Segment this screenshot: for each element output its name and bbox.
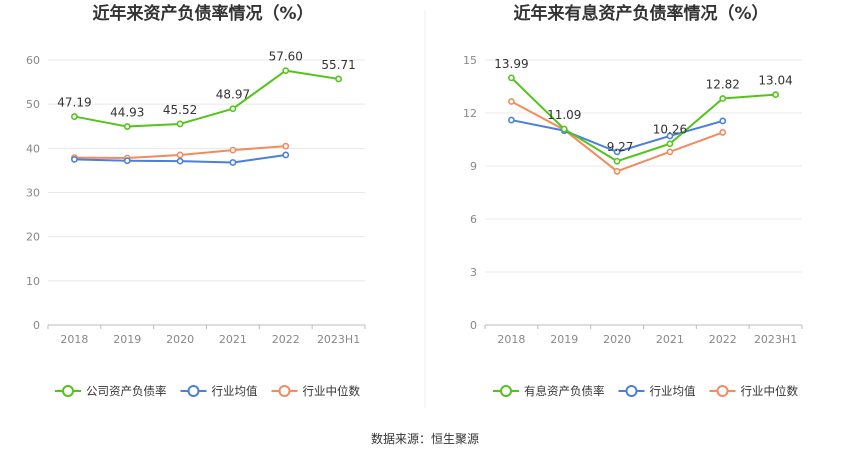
data-point	[719, 117, 727, 125]
data-point	[613, 148, 621, 156]
data-point	[229, 105, 237, 113]
data-point	[508, 116, 515, 124]
legend-label: 行业中位数	[741, 384, 799, 398]
legend-marker	[500, 385, 512, 397]
legend-marker	[187, 385, 200, 397]
interest-bearing-debt-ratio-chart: 近年来有息资产负债率情况（%） 0 3 6 9 12 15 2018 2019 2020 2021…	[463, 3, 803, 398]
y-tick-label: 60	[26, 54, 40, 67]
legend-marker	[62, 385, 74, 397]
data-label: 47.19	[57, 96, 91, 110]
x-tick-label: 2020	[166, 333, 194, 346]
data-point	[282, 142, 290, 150]
data-label: 55.71	[321, 58, 355, 72]
data-point	[176, 151, 184, 159]
data-point	[282, 151, 290, 159]
chart-title: 近年来资产负债率情况（%）	[92, 3, 313, 24]
data-point	[719, 95, 727, 102]
data-point	[229, 159, 237, 166]
data-label: 13.04	[758, 74, 792, 88]
data-point	[719, 129, 727, 136]
legend-label: 行业中位数	[303, 384, 361, 398]
x-tick-label: 2023H1	[754, 333, 797, 346]
data-point	[282, 67, 290, 74]
y-tick-label: 30	[26, 187, 40, 200]
data-point	[508, 98, 515, 105]
x-tick-label: 2018	[497, 333, 525, 346]
x-tick-label: 2019	[550, 333, 578, 346]
data-point	[666, 140, 674, 148]
y-tick-label: 15	[463, 54, 477, 67]
data-point	[176, 120, 184, 128]
debt-ratio-chart: 近年来资产负债率情况（%） 0 10 20 30 40 50 60 2018 2019 2020 2…	[26, 3, 366, 398]
y-tick-label: 12	[463, 107, 477, 120]
data-point	[613, 167, 621, 175]
x-tick-label: 2021	[656, 333, 684, 346]
legend-marker	[278, 385, 291, 397]
data-point	[666, 148, 674, 156]
data-point	[176, 157, 184, 165]
legend-marker	[625, 385, 638, 397]
x-tick-label: 2018	[60, 333, 88, 346]
y-tick-label: 9	[470, 160, 477, 173]
data-point	[613, 157, 621, 165]
data-label: 12.82	[706, 78, 740, 92]
data-label: 48.97	[216, 88, 250, 102]
legend-marker	[716, 385, 729, 397]
data-point	[229, 146, 237, 154]
y-tick-label: 50	[26, 98, 40, 111]
series-line	[74, 69, 339, 128]
x-tick-label: 2019	[113, 333, 141, 346]
data-point	[772, 91, 779, 99]
chart-title: 近年来有息资产负债率情况（%）	[513, 3, 768, 24]
source-note: 数据来源：恒生聚源	[371, 431, 479, 446]
data-label: 45.52	[163, 103, 197, 117]
legend-label: 有息资产负债率	[524, 384, 605, 398]
data-label: 13.99	[494, 57, 528, 71]
x-tick-label: 2022	[709, 333, 737, 346]
x-tick-label: 2022	[272, 333, 300, 346]
legend-label: 行业均值	[212, 384, 258, 398]
legend-label: 公司资产负债率	[86, 384, 167, 398]
y-tick-label: 0	[33, 319, 40, 332]
y-tick-label: 40	[26, 142, 40, 155]
data-point	[71, 113, 78, 120]
data-label: 11.09	[547, 108, 581, 122]
x-tick-label: 2021	[219, 333, 247, 346]
y-tick-label: 3	[470, 266, 477, 279]
data-label: 44.93	[110, 106, 144, 120]
y-tick-label: 10	[26, 275, 40, 288]
data-point	[508, 74, 515, 82]
y-tick-label: 6	[470, 213, 477, 226]
y-tick-label: 20	[26, 231, 40, 244]
legend-label: 行业均值	[650, 384, 696, 398]
data-point	[335, 75, 342, 83]
data-point	[666, 132, 674, 140]
series-line	[510, 77, 776, 163]
y-tick-label: 0	[470, 319, 477, 332]
data-point	[123, 123, 131, 130]
data-point	[560, 125, 568, 133]
data-point	[123, 157, 131, 165]
x-tick-label: 2020	[603, 333, 631, 346]
data-label: 57.60	[269, 50, 303, 64]
data-label: 10.26	[653, 123, 687, 137]
data-label: 9.27	[607, 140, 634, 154]
data-point	[71, 155, 78, 163]
x-tick-label: 2023H1	[317, 333, 360, 346]
